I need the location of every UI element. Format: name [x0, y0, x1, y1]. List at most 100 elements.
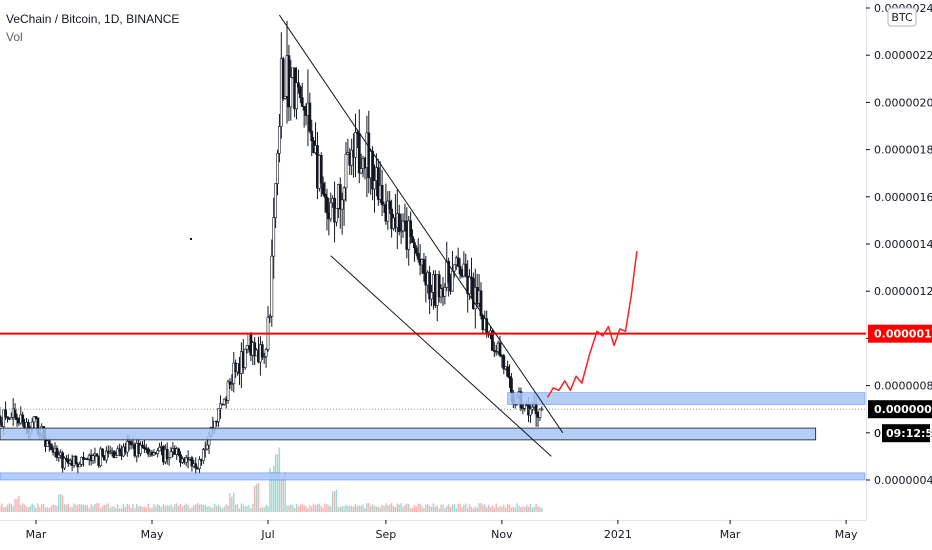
volume-bar [18, 495, 20, 512]
volume-bar [273, 465, 275, 512]
candle-down [510, 377, 513, 394]
support-zone-3[interactable] [0, 472, 866, 481]
candle-up [530, 406, 534, 410]
volume-bar [413, 504, 416, 512]
volume-bar [263, 507, 265, 512]
projection-path[interactable] [546, 251, 638, 398]
wedge-upper-line[interactable] [278, 14, 564, 434]
candle-down [177, 448, 181, 456]
volume-bar [111, 506, 113, 512]
volume-bar [153, 503, 155, 512]
volume-bar [164, 505, 167, 512]
candle-down [112, 450, 116, 458]
volume-bar [137, 506, 140, 512]
volume-bar [428, 505, 431, 512]
candle-down [142, 446, 146, 449]
volume-bar [233, 492, 235, 512]
volume-bar [160, 506, 163, 512]
candle-down [397, 213, 401, 232]
candle-down [308, 102, 312, 132]
volume-bar [217, 504, 220, 512]
time-axis[interactable]: Mar May Jul Sep Nov 2021 Mar May [26, 520, 858, 541]
volume-bar [404, 505, 406, 512]
volume-bar [90, 504, 92, 512]
candle-up [201, 449, 205, 461]
volume-bar [415, 506, 418, 512]
volume-bar [276, 454, 279, 512]
volume-bar [292, 504, 294, 512]
volume-label[interactable]: Vol [6, 30, 23, 44]
volume-bar [485, 507, 488, 512]
chart-legend: VeChain / Bitcoin, 1D, BINANCE Vol [6, 10, 179, 46]
volume-bar [37, 503, 39, 512]
candle-down [371, 151, 374, 190]
countdown-text: 09:12:52 [886, 427, 932, 440]
candle-up [264, 349, 268, 357]
volume-bar [385, 503, 387, 512]
candle-up [222, 398, 226, 405]
volume-bar [122, 503, 125, 512]
volume-bar [326, 504, 328, 512]
candle-down [355, 132, 359, 134]
volume-bar [337, 507, 340, 512]
volume-bar [510, 507, 513, 512]
volume-bar [312, 503, 315, 512]
candle-up [158, 447, 162, 452]
volume-bar [202, 504, 205, 512]
volume-bar [463, 505, 465, 512]
volume-bar [343, 506, 345, 512]
volume-bar [109, 508, 111, 512]
support-zone-1[interactable] [507, 392, 866, 405]
volume-bar [143, 506, 146, 512]
volume-bar [506, 503, 509, 512]
candle-up [329, 202, 333, 220]
candle-down [15, 417, 19, 420]
volume-bar [48, 507, 51, 512]
volume-bar [113, 506, 115, 512]
volume-bar [65, 504, 68, 512]
candle-up [104, 450, 108, 461]
candle-down [165, 448, 169, 460]
candle-up [232, 362, 236, 384]
currency-badge[interactable] [887, 7, 917, 27]
volume-bar [58, 494, 60, 512]
candle-up [350, 149, 354, 166]
volume-bar [29, 506, 31, 512]
volume-bar [191, 507, 193, 512]
volume-bars [0, 447, 543, 512]
volume-bar [333, 491, 336, 512]
volume-bar [27, 507, 30, 512]
candle-up [184, 457, 188, 463]
volume-bar [440, 504, 442, 512]
candle-up [114, 455, 118, 458]
last-price-text: 0.00000070 [874, 403, 932, 416]
candle-down [34, 416, 38, 419]
candle-down [447, 260, 451, 283]
volume-bar [368, 503, 370, 512]
support-zone-2[interactable] [0, 427, 817, 441]
volume-bar [124, 507, 127, 512]
volume-bar [316, 504, 319, 512]
price-tick-label: 0.00000040 [874, 474, 932, 487]
candle-up [203, 448, 207, 451]
volume-bar [20, 504, 22, 512]
wedge-lower-line[interactable] [330, 255, 552, 457]
candle-down [458, 265, 462, 275]
volume-bar [12, 506, 14, 512]
volume-bar [470, 506, 473, 512]
candle-up [270, 255, 274, 317]
volume-bar [390, 503, 393, 512]
volume-bar [487, 504, 490, 512]
volume-bar [41, 504, 43, 512]
volume-bar [446, 505, 448, 512]
symbol-title[interactable]: VeChain / Bitcoin, 1D, BINANCE [6, 12, 180, 26]
volume-bar [130, 507, 132, 512]
volume-bar [427, 503, 429, 512]
candle-down [325, 196, 329, 214]
candle-up [283, 96, 287, 99]
volume-bar [400, 503, 402, 512]
